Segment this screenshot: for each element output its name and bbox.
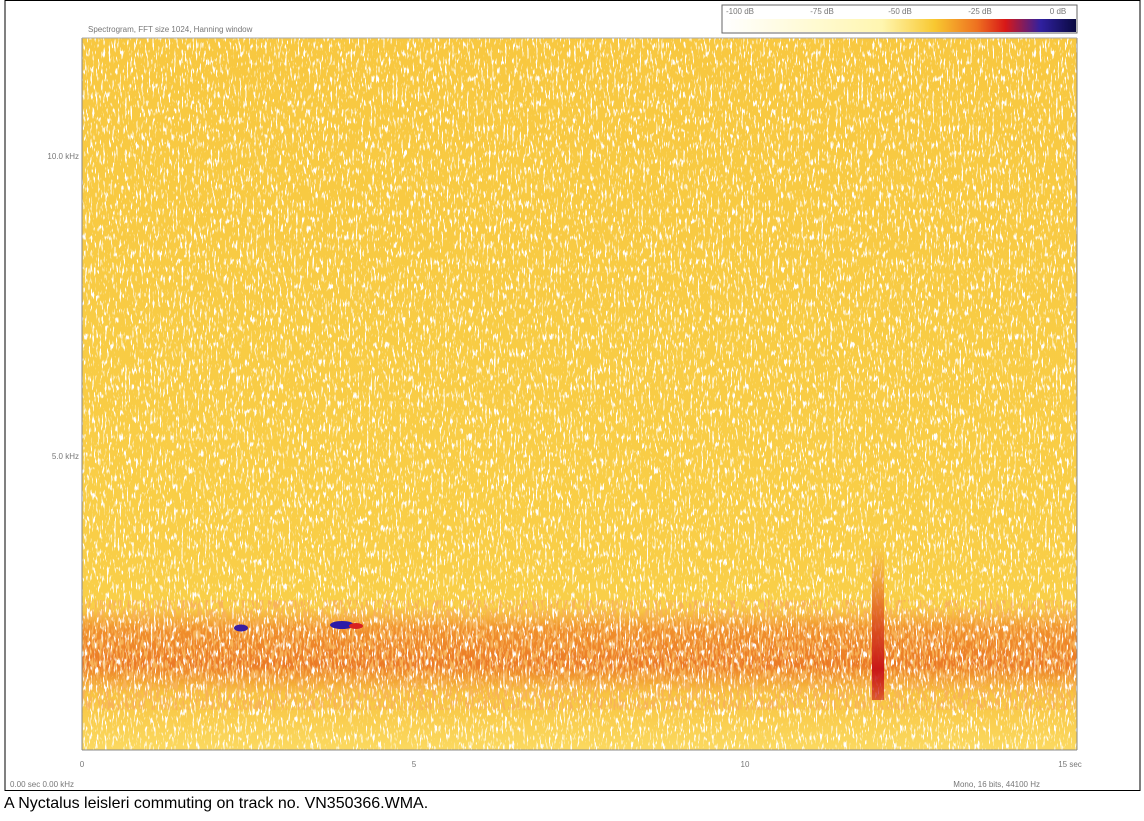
x-tick-label: 10 — [741, 760, 750, 769]
spectrogram-figure: Spectrogram, FFT size 1024, Hanning wind… — [4, 0, 1141, 791]
colorbar-label: 0 dB — [1050, 7, 1066, 16]
colorbar — [723, 19, 1076, 32]
y-tick-label: 10.0 kHz — [47, 152, 79, 161]
bat-call — [234, 624, 248, 632]
colorbar-label: -50 dB — [888, 7, 912, 16]
bat-call — [349, 623, 363, 629]
x-tick-label: 0 — [80, 760, 85, 769]
bat-call — [330, 621, 354, 629]
colorbar-label: -100 dB — [726, 7, 754, 16]
x-tick-label: 5 — [412, 760, 417, 769]
status-left: 0.00 sec 0.00 kHz — [10, 780, 74, 789]
caption: A Nyctalus leisleri commuting on track n… — [4, 795, 429, 812]
spectrogram-title: Spectrogram, FFT size 1024, Hanning wind… — [88, 25, 253, 34]
status-right: Mono, 16 bits, 44100 Hz — [953, 780, 1040, 789]
colorbar-label: -75 dB — [810, 7, 834, 16]
colorbar-label: -25 dB — [968, 7, 992, 16]
call-streak — [872, 545, 884, 700]
y-tick-label: 5.0 kHz — [52, 452, 79, 461]
frame — [4, 0, 1141, 791]
x-tick-label: 15 sec — [1058, 760, 1082, 769]
noise-speckle — [82, 38, 1077, 750]
